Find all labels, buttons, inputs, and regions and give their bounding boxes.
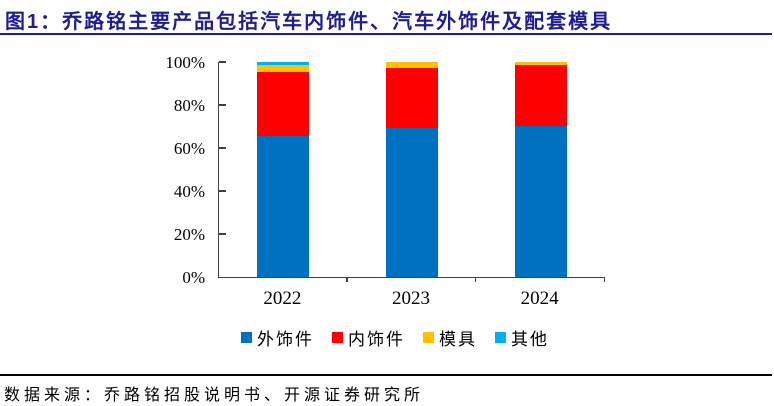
legend-item-模具: 模具 bbox=[423, 325, 477, 350]
data-source: 数据来源：乔路铭招股说明书、开源证券研究所 bbox=[4, 387, 425, 404]
bar-segment-模具 bbox=[257, 65, 310, 72]
legend-swatch bbox=[241, 331, 252, 343]
y-tick-label: 100% bbox=[165, 53, 205, 72]
bar-segment-外饰件 bbox=[514, 126, 567, 277]
y-tick-label: 60% bbox=[173, 139, 205, 158]
y-axis-tick bbox=[219, 147, 226, 149]
y-tick-label: 80% bbox=[173, 96, 205, 115]
legend-item-其他: 其他 bbox=[495, 325, 549, 350]
legend-label: 其他 bbox=[511, 329, 549, 349]
legend-swatch bbox=[332, 331, 343, 343]
y-axis-tick bbox=[219, 104, 226, 106]
y-axis-tick bbox=[219, 61, 226, 63]
y-tick-label: 20% bbox=[173, 225, 205, 244]
footer-divider bbox=[0, 374, 772, 376]
legend-item-内饰件: 内饰件 bbox=[332, 325, 405, 350]
bar-segment-外饰件 bbox=[257, 135, 310, 277]
legend-label: 外饰件 bbox=[257, 329, 314, 349]
bar-segment-其他 bbox=[257, 62, 310, 66]
bar-segment-模具 bbox=[386, 62, 438, 69]
stacked-bar-2024 bbox=[514, 62, 567, 277]
bar-segment-外饰件 bbox=[386, 128, 438, 277]
y-tick-label: 40% bbox=[173, 182, 205, 201]
legend-item-外饰件: 外饰件 bbox=[241, 325, 314, 350]
bar-segment-内饰件 bbox=[386, 68, 438, 129]
x-axis-tick bbox=[346, 277, 348, 282]
legend-label: 内饰件 bbox=[348, 329, 405, 349]
stacked-bar-chart: 0% 20% 40% 60% 80% 100% 2022 2023 2024 外饰件 内饰件 模具… bbox=[60, 54, 630, 350]
bar-segment-内饰件 bbox=[514, 64, 567, 127]
legend-swatch bbox=[423, 331, 434, 343]
x-axis-labels: 2022 2023 2024 bbox=[218, 288, 605, 312]
x-tick-label: 2023 bbox=[392, 288, 430, 309]
y-axis-tick bbox=[219, 190, 226, 192]
y-axis-tick bbox=[219, 233, 226, 235]
bar-segment-内饰件 bbox=[257, 71, 310, 136]
stacked-bar-2023 bbox=[386, 62, 438, 277]
plot-area bbox=[218, 61, 605, 282]
x-axis-tick bbox=[603, 277, 605, 282]
y-axis-labels: 0% 20% 40% 60% 80% 100% bbox=[60, 54, 205, 287]
x-axis-tick bbox=[474, 277, 477, 282]
title-divider bbox=[0, 33, 772, 35]
bar-segment-模具 bbox=[514, 62, 567, 65]
x-tick-label: 2024 bbox=[520, 288, 559, 309]
legend-label: 模具 bbox=[439, 329, 477, 349]
stacked-bar-2022 bbox=[257, 62, 310, 277]
x-tick-label: 2022 bbox=[263, 288, 302, 309]
legend: 外饰件 内饰件 模具 其他 bbox=[160, 325, 630, 350]
legend-swatch bbox=[495, 331, 506, 343]
y-tick-label: 0% bbox=[182, 268, 205, 287]
figure-title: 图1：乔路铭主要产品包括汽车内饰件、汽车外饰件及配套模具 bbox=[5, 11, 613, 33]
